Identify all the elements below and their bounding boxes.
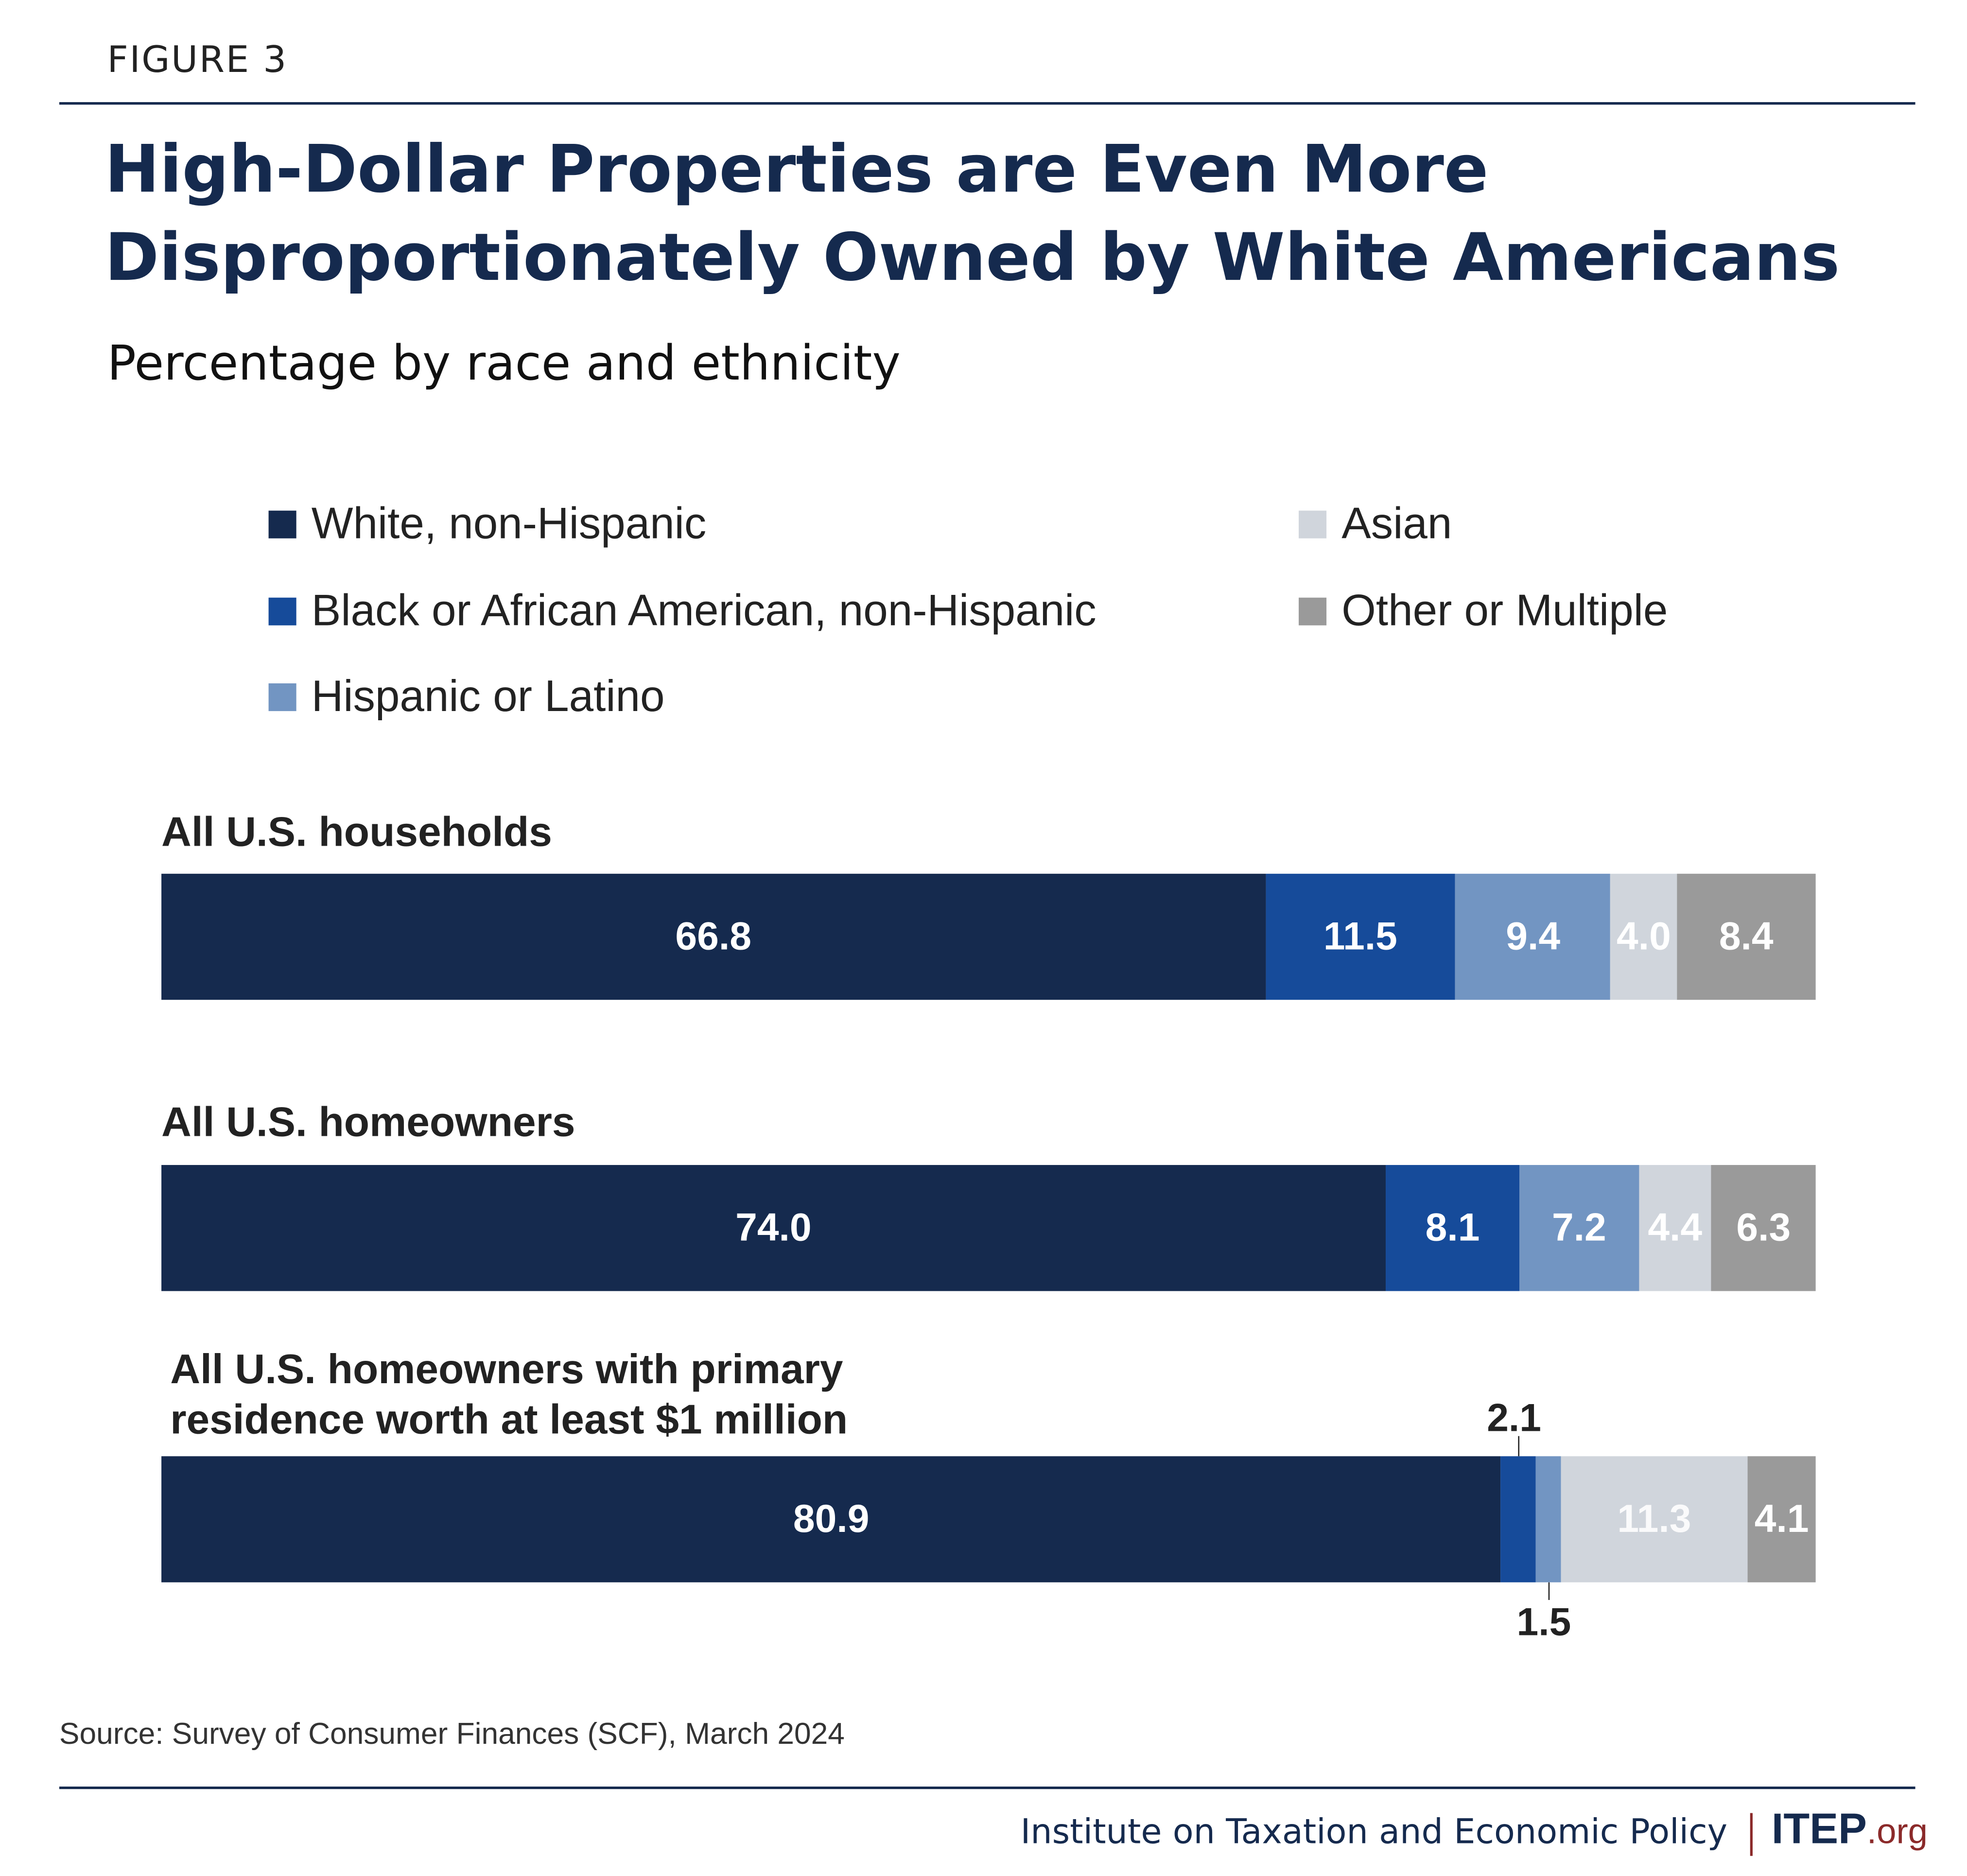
bar-segment: 8.1 [1385,1165,1520,1291]
legend-label: Asian [1341,499,1452,549]
bar-segment: 7.2 [1519,1165,1639,1291]
bottom-divider [59,1786,1915,1789]
legend-swatch [1299,510,1327,538]
bar-segment [1501,1456,1536,1582]
bar-segment [1535,1456,1561,1582]
chart-title: High-Dollar Properties are Even More Dis… [104,132,1840,296]
top-divider [59,102,1915,105]
value-label: 4.0 [1617,914,1671,958]
legend-label: Hispanic or Latino [311,672,665,721]
value-label: 7.2 [1551,1205,1606,1250]
bar-segment: 66.8 [161,873,1266,1000]
legend-swatch [268,683,296,712]
legend-item: Asian [1299,499,1452,550]
bar-segment: 74.0 [161,1165,1386,1291]
stacked-bar: 74.0 8.1 7.2 4.4 6.3 [161,1165,1816,1291]
value-label: 6.3 [1736,1205,1791,1250]
bar-segment: 4.0 [1610,873,1677,1000]
value-label: 8.1 [1425,1205,1480,1250]
category-label: All U.S. households [161,808,552,855]
itep-logo: ITEP.org [1772,1806,1928,1855]
legend-item: Black or African American, non-Hispanic [268,586,1097,637]
value-label: 11.5 [1323,914,1397,958]
stacked-bar: 80.9 11.3 4.1 [161,1456,1816,1582]
value-label: 8.4 [1719,914,1774,958]
value-label: 11.3 [1617,1496,1691,1541]
footer-org: Institute on Taxation and Economic Polic… [1020,1813,1728,1852]
legend-label: Other or Multiple [1341,586,1668,636]
legend-swatch [268,510,296,538]
value-label: 9.4 [1506,914,1561,958]
value-label-callout: 1.5 [1516,1600,1571,1644]
bar-segment: 6.3 [1711,1165,1816,1291]
bar-segment: 8.4 [1676,873,1816,1000]
category-label: All U.S. homeowners with primary residenc… [170,1344,848,1445]
callout-line [1518,1436,1520,1457]
logo-main: ITEP [1771,1805,1867,1854]
chart-subtitle: Percentage by race and ethnicity [107,335,901,391]
legend-label: White, non-Hispanic [311,499,707,549]
logo-suffix: .org [1866,1811,1928,1851]
legend-item: Hispanic or Latino [268,672,665,723]
legend-item: White, non-Hispanic [268,499,707,550]
legend-swatch [1299,597,1327,625]
value-label: 74.0 [735,1205,812,1250]
bar-segment: 11.3 [1560,1456,1748,1582]
value-label: 66.8 [675,914,751,958]
footer-separator [1750,1813,1753,1856]
bar-segment: 11.5 [1265,873,1456,1000]
legend-item: Other or Multiple [1299,586,1668,637]
bar-segment: 4.1 [1747,1456,1816,1582]
figure-label: FIGURE 3 [107,37,288,81]
value-label: 4.4 [1648,1205,1703,1250]
bar-segment: 9.4 [1455,873,1611,1000]
source-note: Source: Survey of Consumer Finances (SCF… [59,1717,845,1752]
legend-label: Black or African American, non-Hispanic [311,586,1097,636]
category-label-line: residence worth at least $1 million [170,1395,848,1442]
value-label: 80.9 [793,1496,870,1541]
bar-segment: 4.4 [1638,1165,1712,1291]
legend-swatch [268,597,296,625]
value-label-callout: 2.1 [1487,1395,1542,1440]
stacked-bar: 66.8 11.5 9.4 4.0 8.4 [161,873,1816,1000]
category-label: All U.S. homeowners [161,1098,575,1145]
bar-segment: 80.9 [161,1456,1501,1582]
callout-line [1548,1582,1549,1600]
value-label: 4.1 [1754,1496,1809,1541]
category-label-line: All U.S. homeowners with primary [170,1345,843,1392]
